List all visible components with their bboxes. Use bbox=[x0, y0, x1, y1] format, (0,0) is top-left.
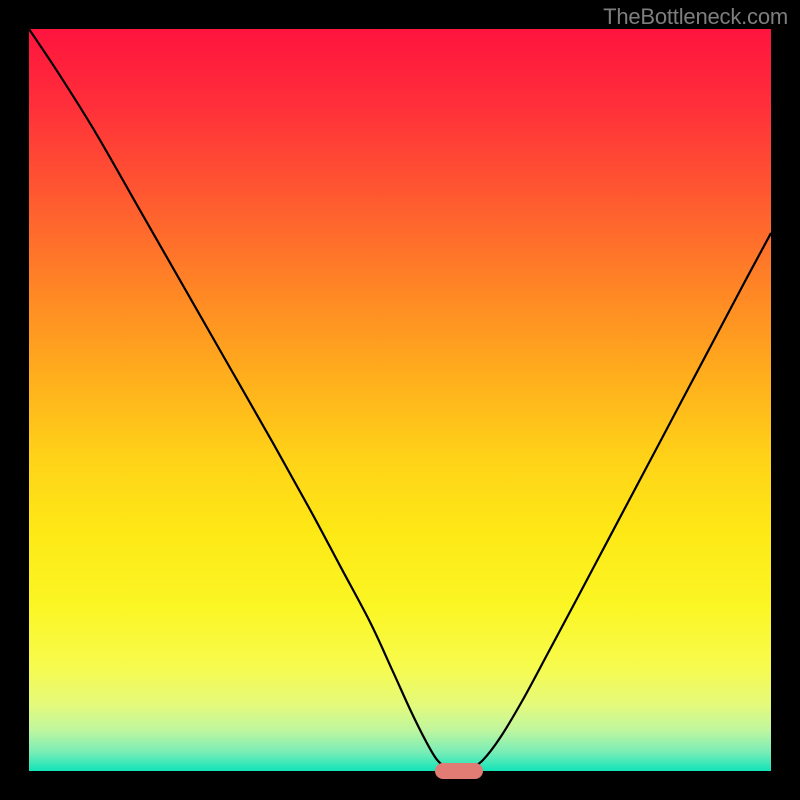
bottleneck-curve bbox=[29, 29, 771, 771]
plot-area bbox=[29, 29, 771, 771]
chart-frame: TheBottleneck.com bbox=[0, 0, 800, 800]
optimal-marker bbox=[435, 763, 483, 779]
watermark-text: TheBottleneck.com bbox=[603, 4, 788, 30]
